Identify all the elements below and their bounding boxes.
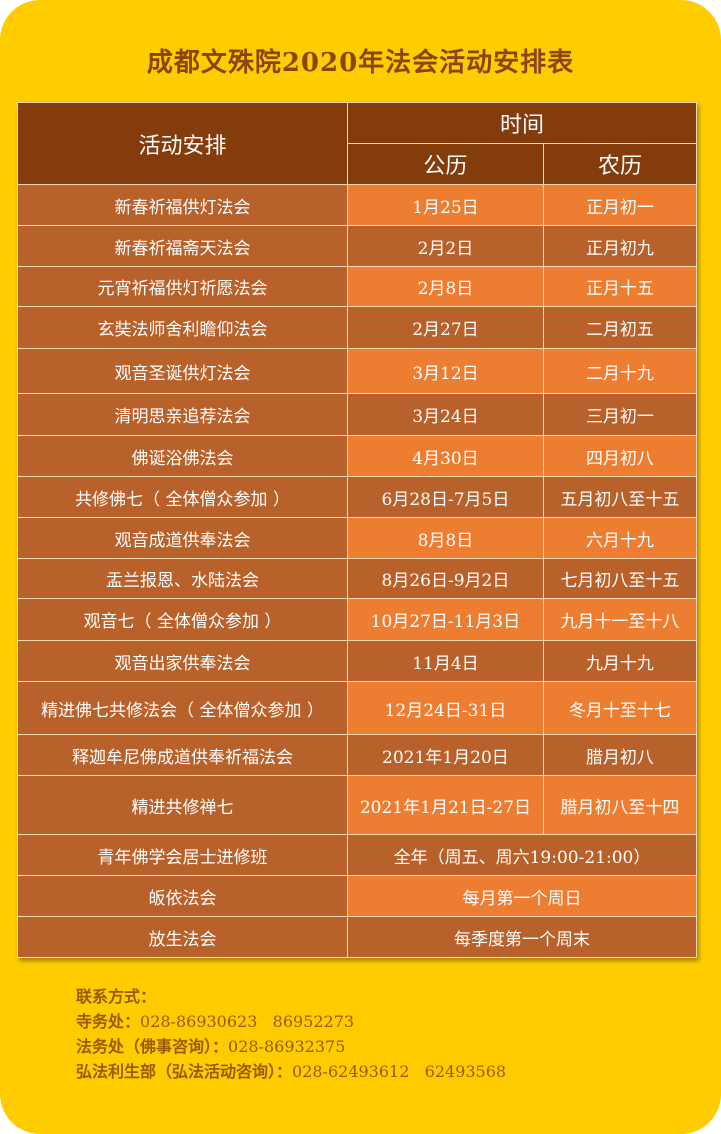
activity-name: 释迦牟尼佛成道供奉祈福法会 xyxy=(17,734,348,776)
lunar-date: 腊月初八 xyxy=(542,734,698,776)
phone-number: 028-86930623 86952273 xyxy=(140,1012,355,1031)
activity-name: 观音七（ 全体僧众参加 ） xyxy=(17,598,348,641)
table-row: 共修佛七（ 全体僧众参加 ） 6月28日-7月5日 五月初八至十五 xyxy=(17,476,698,518)
activity-name: 观音成道供奉法会 xyxy=(17,517,348,559)
lunar-date: 七月初八至十五 xyxy=(542,558,698,599)
gregorian-date: 3月12日 xyxy=(346,348,544,394)
lunar-date: 六月十九 xyxy=(542,517,698,559)
table-row: 新春祈福斋天法会 2月2日 正月初九 xyxy=(17,225,698,267)
phone-number: 028-86932375 xyxy=(228,1037,346,1056)
gregorian-date: 3月24日 xyxy=(346,393,544,436)
activity-name: 玄奘法师舍利瞻仰法会 xyxy=(17,306,348,349)
contact-line: 弘法利生部（弘法活动咨询）：028-62493612 62493568 xyxy=(76,1062,507,1081)
contact-line: 法务处（佛事咨询）：028-86932375 xyxy=(76,1037,346,1056)
schedule-table: 活动安排 时间 公历 农历 新春祈福供灯法会 1月25日 正月初一 新春祈福斋天法会 2… xyxy=(17,102,698,958)
table-row: 清明思亲追荐法会 3月24日 三月初一 xyxy=(17,393,698,436)
table-row: 观音圣诞供灯法会 3月12日 二月十九 xyxy=(17,348,698,394)
table-row: 精进共修禅七 2021年1月21日-27日 腊月初八至十四 xyxy=(17,775,698,835)
lunar-date: 正月初一 xyxy=(542,184,698,226)
contact-heading: 联系方式： xyxy=(76,987,157,1006)
table-row: 玄奘法师舍利瞻仰法会 2月27日 二月初五 xyxy=(17,306,698,349)
activity-name: 观音出家供奉法会 xyxy=(17,640,348,682)
activity-time: 全年（周五、周六19:00-21:00） xyxy=(346,834,698,876)
gregorian-date: 2月27日 xyxy=(346,306,544,349)
header-gregorian: 公历 xyxy=(346,143,544,185)
gregorian-date: 12月24日-31日 xyxy=(346,681,544,735)
table-row: 观音出家供奉法会 11月4日 九月十九 xyxy=(17,640,698,682)
lunar-date: 正月十五 xyxy=(542,266,698,307)
table-row: 皈依法会 每月第一个周日 xyxy=(17,875,698,917)
contact-info: 联系方式： 寺务处：028-86930623 86952273 法务处（佛事咨询… xyxy=(76,984,506,1084)
table-row: 盂兰报恩、水陆法会 8月26日-9月2日 七月初八至十五 xyxy=(17,558,698,599)
header-lunar: 农历 xyxy=(542,143,698,185)
table-row: 佛诞浴佛法会 4月30日 四月初八 xyxy=(17,435,698,477)
activity-name: 佛诞浴佛法会 xyxy=(17,435,348,477)
gregorian-date: 10月27日-11月3日 xyxy=(346,598,544,641)
gregorian-date: 4月30日 xyxy=(346,435,544,477)
page-title: 成都文殊院2020年法会活动安排表 xyxy=(146,48,575,78)
activity-name: 精进共修禅七 xyxy=(17,775,348,835)
table-row: 放生法会 每季度第一个周末 xyxy=(17,916,698,958)
activity-name: 新春祈福斋天法会 xyxy=(17,225,348,267)
table-row: 精进佛七共修法会（ 全体僧众参加 ） 12月24日-31日 冬月十至十七 xyxy=(17,681,698,735)
phone-number: 028-62493612 62493568 xyxy=(292,1062,507,1081)
lunar-date: 九月十九 xyxy=(542,640,698,682)
activity-name: 观音圣诞供灯法会 xyxy=(17,348,348,394)
activity-name: 皈依法会 xyxy=(17,875,348,917)
gregorian-date: 8月26日-9月2日 xyxy=(346,558,544,599)
table-row: 观音成道供奉法会 8月8日 六月十九 xyxy=(17,517,698,559)
gregorian-date: 8月8日 xyxy=(346,517,544,559)
activity-name: 共修佛七（ 全体僧众参加 ） xyxy=(17,476,348,518)
gregorian-date: 2月8日 xyxy=(346,266,544,307)
gregorian-date: 2021年1月21日-27日 xyxy=(346,775,544,835)
activity-name: 新春祈福供灯法会 xyxy=(17,184,348,226)
activity-name: 放生法会 xyxy=(17,916,348,958)
activity-name: 青年佛学会居士进修班 xyxy=(17,834,348,876)
activity-name: 盂兰报恩、水陆法会 xyxy=(17,558,348,599)
table-row: 观音七（ 全体僧众参加 ） 10月27日-11月3日 九月十一至十八 xyxy=(17,598,698,641)
header-time: 时间 xyxy=(346,102,698,144)
lunar-date: 二月初五 xyxy=(542,306,698,349)
header-activity: 活动安排 xyxy=(17,102,348,185)
contact-line: 寺务处：028-86930623 86952273 xyxy=(76,1012,355,1031)
lunar-date: 冬月十至十七 xyxy=(542,681,698,735)
table-row: 释迦牟尼佛成道供奉祈福法会 2021年1月20日 腊月初八 xyxy=(17,734,698,776)
gregorian-date: 2021年1月20日 xyxy=(346,734,544,776)
gregorian-date: 11月4日 xyxy=(346,640,544,682)
gregorian-date: 6月28日-7月5日 xyxy=(346,476,544,518)
activity-time: 每月第一个周日 xyxy=(346,875,698,917)
lunar-date: 正月初九 xyxy=(542,225,698,267)
activity-time: 每季度第一个周末 xyxy=(346,916,698,958)
table-row: 青年佛学会居士进修班 全年（周五、周六19:00-21:00） xyxy=(17,834,698,876)
lunar-date: 五月初八至十五 xyxy=(542,476,698,518)
gregorian-date: 2月2日 xyxy=(346,225,544,267)
lunar-date: 腊月初八至十四 xyxy=(542,775,698,835)
lunar-date: 四月初八 xyxy=(542,435,698,477)
activity-name: 精进佛七共修法会（ 全体僧众参加 ） xyxy=(17,681,348,735)
table-row: 元宵祈福供灯祈愿法会 2月8日 正月十五 xyxy=(17,266,698,307)
activity-name: 清明思亲追荐法会 xyxy=(17,393,348,436)
gregorian-date: 1月25日 xyxy=(346,184,544,226)
lunar-date: 二月十九 xyxy=(542,348,698,394)
table-row: 新春祈福供灯法会 1月25日 正月初一 xyxy=(17,184,698,226)
lunar-date: 三月初一 xyxy=(542,393,698,436)
lunar-date: 九月十一至十八 xyxy=(542,598,698,641)
activity-name: 元宵祈福供灯祈愿法会 xyxy=(17,266,348,307)
